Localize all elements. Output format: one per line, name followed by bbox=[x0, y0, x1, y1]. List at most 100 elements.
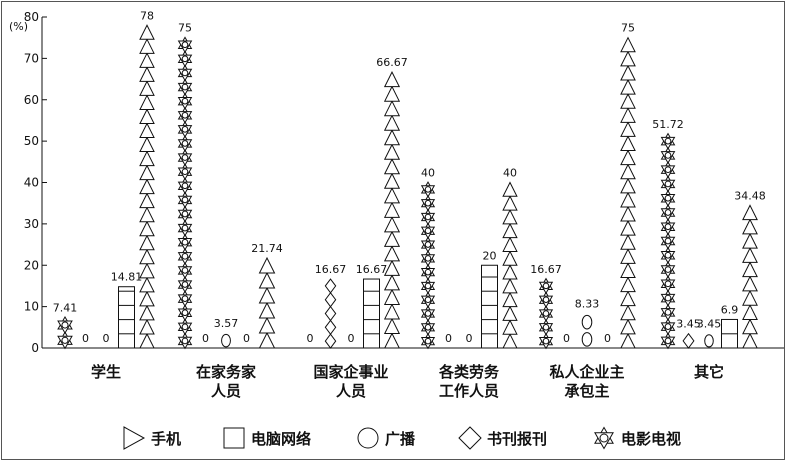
bar-marker bbox=[502, 236, 518, 252]
bar-marker bbox=[139, 66, 155, 82]
bar-marker bbox=[660, 161, 676, 179]
bar-marker bbox=[139, 94, 155, 110]
bar-marker bbox=[620, 191, 636, 208]
bar-marker bbox=[177, 332, 193, 350]
bar-marker bbox=[324, 291, 337, 308]
data-label: 0 bbox=[202, 332, 209, 345]
bar-marker bbox=[502, 291, 518, 308]
bar-marker bbox=[620, 234, 636, 250]
bar-marker bbox=[620, 219, 636, 236]
bar-marker bbox=[139, 304, 155, 321]
bar-marker bbox=[620, 262, 636, 278]
legend-item-star: 电影电视 bbox=[594, 426, 681, 450]
data-label: 8.33 bbox=[575, 298, 600, 311]
bar-marker bbox=[258, 316, 276, 334]
bar-marker bbox=[420, 319, 436, 336]
bar-marker bbox=[258, 286, 276, 304]
bar-marker bbox=[660, 303, 676, 321]
bar-marker bbox=[177, 50, 193, 68]
data-label: 75 bbox=[621, 22, 635, 35]
axes: 0 10 20 30 40 50 60 70 80(%) bbox=[9, 10, 784, 355]
bar-marker bbox=[420, 291, 436, 308]
bar-marker bbox=[660, 275, 676, 293]
bar-marker bbox=[660, 189, 676, 207]
bar-triangle-4 bbox=[620, 36, 636, 349]
bar-marker bbox=[177, 149, 193, 166]
bar-square-3 bbox=[481, 264, 498, 349]
y-tick-label: 50 bbox=[24, 134, 39, 148]
bar-triangle-5 bbox=[742, 204, 758, 349]
bar-marker bbox=[502, 250, 518, 266]
legend-label: 电影电视 bbox=[621, 430, 681, 448]
bar-marker bbox=[742, 304, 758, 320]
bar-marker bbox=[139, 192, 155, 209]
bar-marker bbox=[177, 78, 193, 96]
bar-marker bbox=[177, 64, 193, 82]
bar-marker bbox=[620, 332, 636, 349]
bar-triangle-1 bbox=[258, 256, 276, 349]
bar-diamond-5 bbox=[682, 332, 695, 349]
bars bbox=[57, 24, 758, 350]
bar-marker bbox=[660, 261, 676, 279]
bar-marker bbox=[383, 259, 401, 276]
bar-marker bbox=[139, 318, 155, 335]
data-label: 3.57 bbox=[214, 317, 239, 330]
bar-marker bbox=[420, 194, 436, 212]
bar-marker bbox=[177, 304, 193, 322]
category-label: 各类劳务 bbox=[438, 363, 500, 381]
bar-marker bbox=[177, 233, 193, 251]
category-label: 在家务家 bbox=[196, 363, 256, 381]
data-label: 0 bbox=[348, 332, 355, 345]
data-label: 0 bbox=[604, 332, 611, 345]
bar-outline bbox=[363, 278, 380, 349]
bar-marker bbox=[383, 317, 401, 334]
bar-marker bbox=[538, 332, 554, 350]
bar-marker bbox=[620, 318, 636, 335]
data-label: 21.74 bbox=[251, 242, 283, 255]
category-label: 私人企业主 bbox=[548, 363, 624, 381]
bar-marker bbox=[420, 250, 436, 267]
bar-marker bbox=[324, 319, 337, 336]
y-tick-label: 10 bbox=[24, 300, 39, 314]
bar-marker bbox=[742, 204, 758, 221]
bar-marker bbox=[383, 114, 401, 131]
data-label: 0 bbox=[243, 332, 250, 345]
data-label: 16.67 bbox=[356, 263, 388, 276]
bar-marker bbox=[177, 290, 193, 308]
bar-marker bbox=[420, 305, 436, 322]
legend-star-icon bbox=[594, 426, 614, 450]
y-tick-label: 40 bbox=[24, 176, 39, 190]
bar-star-0 bbox=[57, 315, 73, 350]
bar-marker bbox=[139, 276, 155, 293]
bar-marker bbox=[742, 218, 758, 235]
bar-marker bbox=[383, 230, 401, 247]
bar-marker bbox=[502, 277, 518, 294]
data-label: 14.81 bbox=[111, 271, 143, 284]
bar-marker bbox=[177, 163, 193, 181]
data-label: 51.72 bbox=[652, 118, 684, 131]
bar-marker bbox=[660, 246, 676, 264]
bar-marker bbox=[139, 220, 155, 237]
bar-marker bbox=[581, 314, 593, 330]
bar-marker bbox=[139, 262, 155, 279]
bar-triangle-3 bbox=[502, 181, 518, 349]
y-tick-label: 0 bbox=[31, 341, 39, 355]
legend-label: 手机 bbox=[151, 430, 181, 448]
data-label: 34.48 bbox=[734, 189, 766, 202]
bar-marker bbox=[139, 332, 155, 349]
bar-marker bbox=[383, 129, 401, 146]
bar-marker bbox=[620, 290, 636, 307]
bar-marker bbox=[177, 205, 193, 223]
bar-marker bbox=[383, 100, 401, 117]
bar-marker bbox=[742, 261, 758, 278]
bar-marker bbox=[538, 277, 554, 295]
bar-marker bbox=[383, 216, 401, 233]
bar-marker bbox=[139, 164, 155, 181]
bar-marker bbox=[383, 85, 401, 102]
bar-marker bbox=[383, 172, 401, 189]
bar-star-4 bbox=[538, 277, 554, 350]
bar-marker bbox=[742, 232, 758, 249]
bar-triangle-0 bbox=[139, 24, 155, 349]
data-label: 6.9 bbox=[721, 303, 739, 316]
